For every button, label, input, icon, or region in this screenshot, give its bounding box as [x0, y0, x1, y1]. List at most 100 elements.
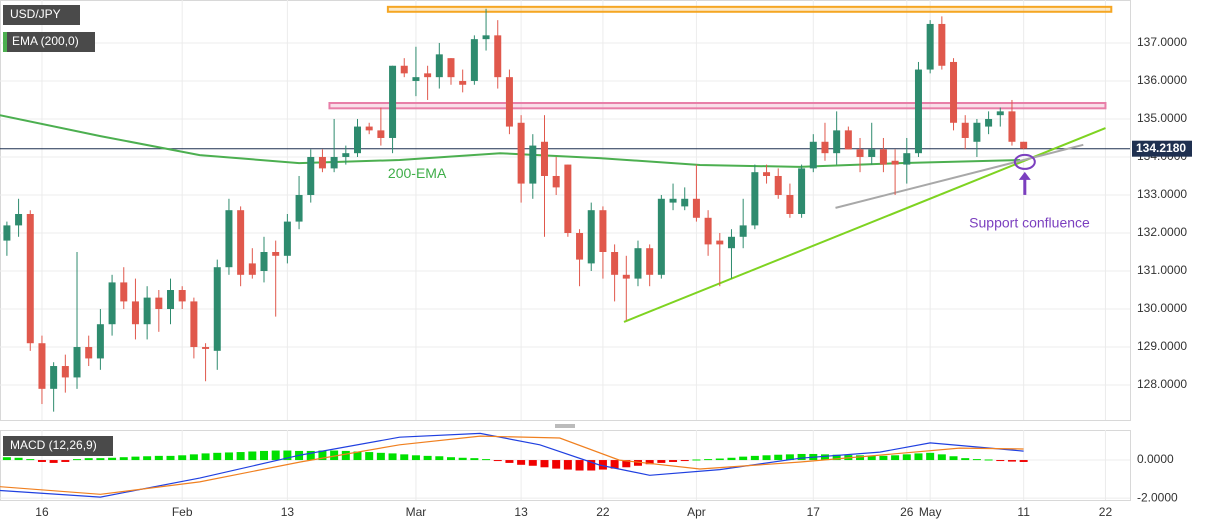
histogram-bar: [972, 459, 981, 461]
candle-body: [38, 343, 46, 389]
candle-body: [786, 194, 794, 214]
candle-body: [564, 164, 572, 233]
candle-body: [213, 267, 221, 351]
candle-body: [96, 324, 104, 359]
candle-body: [365, 126, 373, 131]
candle-body: [657, 198, 665, 275]
histogram-bar: [540, 460, 549, 468]
y-tick-label: 0.0000: [1137, 452, 1174, 466]
histogram-bar: [166, 455, 175, 461]
candle-body: [272, 252, 280, 256]
arrow-head: [1018, 171, 1031, 180]
candle-body: [143, 297, 151, 325]
histogram-bar: [388, 453, 397, 461]
current-price-box: [1132, 140, 1192, 157]
legend-box: [3, 436, 113, 456]
candle-body: [354, 126, 362, 154]
histogram-bar: [598, 460, 607, 470]
candle-body: [611, 252, 619, 275]
candle-body: [844, 130, 852, 150]
y-tick-label: 137.0000: [1137, 35, 1187, 49]
candle-body: [669, 198, 677, 203]
histogram-bar: [49, 460, 58, 463]
candle-body: [809, 141, 817, 169]
histogram-bar: [645, 460, 654, 465]
annotation: 200-EMA: [388, 165, 447, 181]
candle-body: [681, 198, 689, 207]
legend-swatch: [3, 32, 7, 52]
histogram-bar: [108, 457, 117, 461]
current-price-label: 134.2180: [1136, 141, 1186, 155]
candle-body: [950, 61, 958, 123]
candle-body: [903, 153, 911, 165]
histogram-bar: [37, 460, 46, 462]
histogram-bar: [423, 455, 432, 461]
histogram-bar: [154, 455, 163, 461]
candle-body: [307, 156, 315, 195]
histogram-bar: [283, 450, 292, 461]
y-tick-label: -2.0000: [1137, 490, 1178, 504]
x-tick-label: 11: [1017, 505, 1030, 519]
candle-body: [505, 77, 513, 127]
y-tick-label: 130.0000: [1137, 301, 1187, 315]
candle-body: [190, 301, 198, 348]
trend-line: [835, 143, 1084, 209]
histogram-bar: [224, 452, 233, 461]
candle-body: [821, 141, 829, 154]
candle-body: [120, 282, 128, 302]
candle-body: [108, 282, 116, 325]
confluence-marker: [1013, 153, 1036, 170]
histogram-bar: [633, 460, 642, 466]
x-tick-label: 26: [900, 505, 914, 519]
candle-body: [3, 225, 11, 241]
histogram-bar: [435, 456, 444, 461]
candle-body: [73, 347, 81, 378]
histogram-bar: [739, 456, 748, 461]
histogram-bar: [271, 450, 280, 461]
candle-body: [61, 366, 69, 378]
candle-body: [727, 236, 735, 249]
histogram-bar: [750, 455, 759, 461]
histogram-bar: [961, 458, 970, 461]
histogram-bar: [610, 460, 619, 469]
candle-body: [459, 80, 467, 85]
y-tick-label: 128.0000: [1137, 377, 1187, 391]
candle-body: [517, 122, 525, 184]
candle-body: [1020, 141, 1028, 149]
histogram-bar: [260, 450, 269, 461]
candle-body: [131, 301, 139, 325]
candle-body: [155, 297, 163, 310]
candle-body: [15, 213, 23, 226]
histogram-bar: [446, 457, 455, 461]
x-tick-label: 17: [807, 505, 821, 519]
macd-frame: [0, 430, 1131, 501]
candle-body: [470, 39, 478, 81]
y-tick-label: 132.0000: [1137, 225, 1187, 239]
histogram-bar: [832, 454, 841, 461]
candle-body: [237, 210, 245, 275]
histogram-bar: [482, 459, 491, 461]
candle-body: [985, 118, 993, 127]
legend-box: [3, 5, 80, 25]
histogram-bar: [189, 454, 198, 461]
legend-box: [3, 32, 95, 52]
candle-body: [85, 347, 93, 359]
candle-body: [248, 263, 256, 275]
y-tick-label: 135.0000: [1137, 111, 1187, 125]
histogram-bar: [879, 455, 888, 461]
candle-body: [435, 54, 443, 78]
histogram-bar: [575, 460, 584, 471]
histogram-bar: [914, 453, 923, 461]
histogram-bar: [61, 460, 70, 462]
histogram-bar: [96, 458, 105, 461]
histogram-bar: [587, 460, 596, 471]
histogram-bar: [84, 458, 93, 461]
candle-body: [260, 252, 268, 272]
histogram-bar: [715, 458, 724, 461]
candle-body: [202, 347, 210, 349]
histogram-bar: [949, 456, 958, 461]
histogram-bar: [119, 457, 128, 461]
histogram-bar: [26, 459, 35, 461]
histogram-bar: [236, 452, 245, 461]
